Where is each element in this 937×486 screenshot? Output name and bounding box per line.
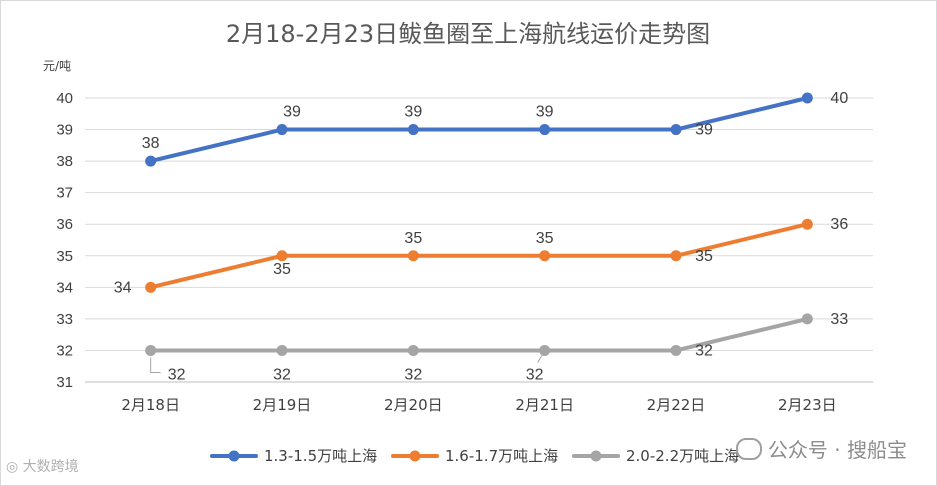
data-point (407, 344, 419, 356)
data-label: 39 (695, 122, 713, 139)
series-line (148, 222, 810, 290)
data-label: 35 (536, 230, 554, 247)
data-point (801, 92, 813, 104)
legend-label: 1.3-1.5万吨上海 (264, 447, 377, 465)
data-labels-group: 38 39 39 39 39 40 34 35 35 35 35 36 32 32 32 32 32 33 (114, 90, 849, 383)
x-tick-labels: 2月18日 2月19日 2月20日 2月21日 2月22日 2月23日 (121, 396, 836, 414)
data-point (539, 344, 551, 356)
data-label: 32 (695, 342, 713, 359)
data-label: 32 (273, 366, 291, 383)
data-point (539, 250, 551, 262)
legend-marker (228, 450, 240, 462)
data-label: 36 (830, 216, 848, 233)
x-tick-label: 2月23日 (778, 396, 837, 414)
data-label: 33 (830, 311, 848, 328)
data-point (670, 124, 682, 136)
data-point (407, 250, 419, 262)
data-point (145, 344, 157, 356)
y-tick-label: 37 (56, 185, 73, 202)
watermark-weibo: ◎ 大数跨境 (6, 456, 79, 476)
data-point (145, 155, 157, 167)
y-axis-unit: 元/吨 (43, 59, 71, 73)
watermark-wechat: 公众号 · 搜船宝 (735, 434, 907, 463)
series-group (145, 92, 813, 356)
x-tick-label: 2月21日 (515, 396, 574, 414)
legend-label: 2.0-2.2万吨上海 (626, 447, 739, 465)
y-tick-label: 33 (56, 311, 73, 328)
leader-line (150, 357, 161, 373)
data-label: 35 (695, 248, 713, 265)
watermark-left-text: 大数跨境 (22, 459, 79, 475)
data-point (801, 218, 813, 230)
data-point (145, 281, 157, 293)
x-tick-label: 2月22日 (647, 396, 706, 414)
weibo-icon: ◎ (6, 459, 23, 475)
y-tick-label: 38 (56, 153, 73, 170)
x-tick-label: 2月18日 (121, 396, 180, 414)
data-point (407, 124, 419, 136)
x-tick-label: 2月19日 (253, 396, 312, 414)
data-point (670, 250, 682, 262)
y-tick-label: 34 (56, 279, 73, 296)
data-label: 39 (283, 104, 301, 121)
chart-title: 2月18-2月23日鲅鱼圈至上海航线运价走势图 (226, 20, 710, 48)
legend-marker (590, 450, 602, 462)
data-point (801, 313, 813, 325)
legend-item: 2.0-2.2万吨上海 (572, 447, 739, 465)
y-tick-label: 40 (56, 90, 73, 107)
data-point (276, 124, 288, 136)
data-point (539, 124, 551, 136)
data-point (276, 344, 288, 356)
legend-marker (409, 450, 421, 462)
data-point (276, 250, 288, 262)
data-label: 35 (273, 261, 291, 278)
wechat-icon (735, 438, 762, 460)
data-label: 40 (830, 90, 848, 107)
data-label: 32 (526, 366, 544, 383)
leader-line (537, 354, 544, 363)
legend-item: 1.3-1.5万吨上海 (210, 447, 377, 465)
legend-item: 1.6-1.7万吨上海 (391, 447, 558, 465)
series-line (148, 96, 810, 164)
data-label: 32 (168, 366, 186, 383)
data-label: 39 (536, 104, 554, 121)
y-tick-label: 35 (56, 248, 73, 265)
data-label: 32 (404, 366, 422, 383)
data-label: 34 (114, 279, 132, 296)
x-tick-label: 2月20日 (384, 396, 443, 414)
y-tick-label: 39 (56, 122, 73, 139)
y-tick-label: 31 (56, 374, 73, 391)
legend-label: 1.6-1.7万吨上海 (445, 447, 558, 465)
y-tick-label: 36 (56, 216, 73, 233)
gridlines (85, 97, 873, 383)
data-label: 39 (404, 104, 422, 121)
data-label: 38 (142, 135, 160, 152)
y-tick-labels: 31 32 33 34 35 36 37 38 39 40 (56, 90, 73, 391)
data-point (670, 344, 682, 356)
data-label: 35 (404, 230, 422, 247)
legend: 1.3-1.5万吨上海 1.6-1.7万吨上海 2.0-2.2万吨上海 (210, 447, 739, 465)
y-tick-label: 32 (56, 342, 73, 359)
series-line (148, 316, 810, 353)
watermark-right-text: 公众号 · 搜船宝 (767, 438, 907, 462)
